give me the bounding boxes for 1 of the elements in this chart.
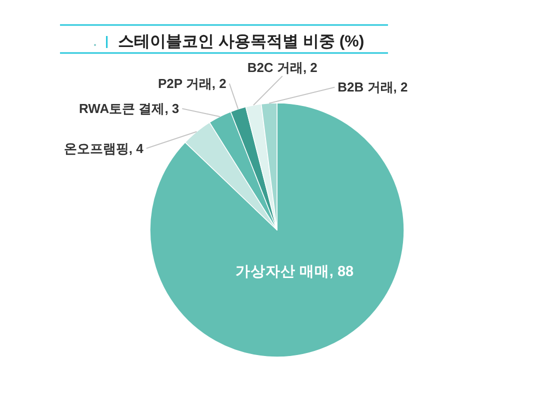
title: 스테이블코인 사용목적별 비중 (%)	[118, 34, 364, 50]
